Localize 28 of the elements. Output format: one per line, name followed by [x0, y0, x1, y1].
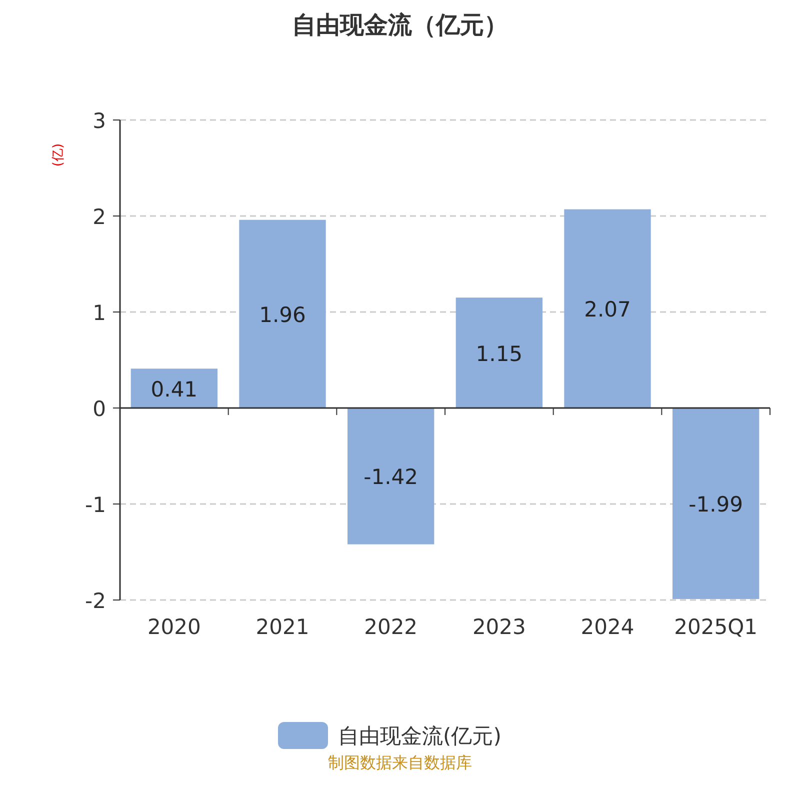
y-tick-label: 1	[92, 301, 106, 325]
x-tick-label: 2021	[256, 615, 310, 639]
bar	[348, 408, 434, 544]
data-label: 1.96	[259, 302, 306, 327]
y-tick-label: 2	[92, 205, 106, 229]
bar	[239, 220, 326, 408]
y-axis-title: (亿)	[51, 143, 66, 167]
x-tick-label: 2022	[364, 615, 418, 639]
chart-title: 自由现金流（亿元）	[292, 11, 508, 39]
x-tick-label: 2025Q1	[674, 615, 758, 639]
bar	[564, 209, 651, 408]
x-tick-label: 2024	[580, 615, 634, 639]
legend-label: 自由现金流(亿元)	[338, 724, 502, 748]
text: 制图数据来自数据库	[328, 753, 472, 772]
data-label: -1.99	[688, 492, 744, 517]
bar	[130, 368, 218, 408]
data-label: 2.07	[584, 298, 631, 322]
y-tick-label: -2	[85, 589, 106, 613]
data-label: -1.42	[364, 465, 418, 490]
bar	[672, 408, 760, 600]
y-tick-label: 3	[92, 109, 106, 133]
x-tick-label: 2020	[147, 615, 201, 639]
data-label: 0.41	[150, 377, 198, 402]
data-label: 1.15	[476, 342, 523, 366]
y-tick-label: 0	[92, 397, 106, 421]
y-tick-label: -1	[85, 493, 106, 517]
x-tick-label: 2023	[472, 615, 526, 639]
bar	[456, 298, 542, 408]
